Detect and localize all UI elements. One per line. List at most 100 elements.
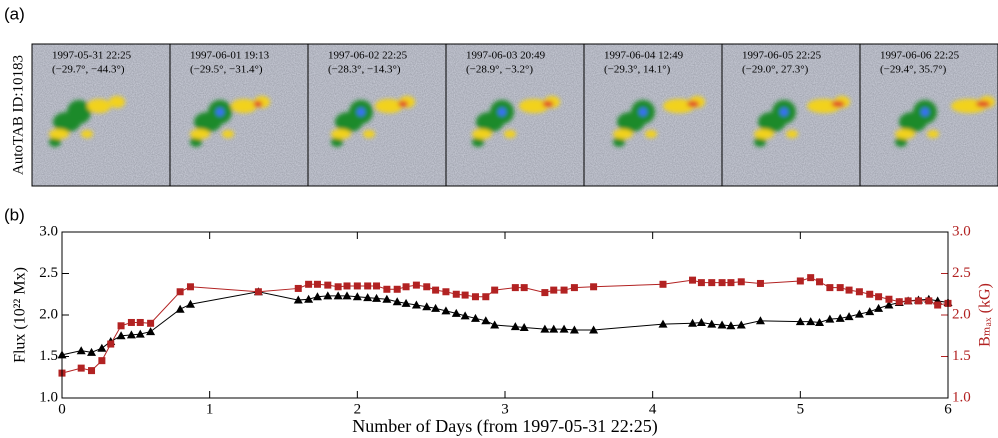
blob: [639, 108, 647, 116]
square-marker: [570, 284, 578, 292]
frame: 1997-06-03 20:49 (−28.9°, −3.2°): [445, 43, 585, 187]
frame-time: 1997-05-31 22:25: [52, 50, 132, 62]
square-marker: [364, 282, 372, 290]
triangle-marker: [540, 324, 550, 333]
blob: [216, 108, 224, 116]
y2-tick-label: 1.0: [952, 389, 971, 405]
frame: 1997-06-02 22:25 (−28.3°, −14.3°): [307, 43, 447, 187]
blob: [519, 99, 549, 113]
triangle-marker: [312, 292, 322, 301]
square-marker: [383, 285, 391, 293]
square-marker: [855, 288, 863, 296]
square-marker: [796, 277, 804, 285]
blob: [472, 137, 484, 147]
square-marker: [807, 274, 815, 282]
triangle-marker: [549, 324, 559, 333]
y-tick-label: 2.0: [39, 306, 58, 322]
triangle-marker: [589, 325, 599, 334]
frame-coords: (−29.0°, 27.3°): [742, 64, 809, 76]
square-marker: [313, 280, 321, 288]
panel-y-label: AutoTAB ID:10183: [10, 55, 26, 175]
triangle-marker: [844, 312, 854, 321]
frame: 1997-06-04 12:49 (−29.3°, 14.1°): [583, 43, 723, 187]
blob: [190, 137, 202, 147]
square-marker: [836, 284, 844, 292]
frame-time: 1997-06-03 20:49: [466, 50, 546, 62]
triangle-marker: [490, 320, 500, 329]
square-marker: [452, 290, 460, 298]
x-tick-label: 0: [58, 401, 66, 417]
square-marker: [550, 286, 558, 294]
triangle-marker: [363, 293, 373, 302]
square-marker: [816, 278, 824, 286]
frame-coords: (−29.4°, 35.7°): [880, 64, 947, 76]
series-line: [61, 277, 949, 374]
square-marker: [541, 289, 549, 297]
triangle-marker: [696, 317, 706, 326]
blob: [921, 108, 929, 116]
square-marker: [866, 290, 874, 298]
square-marker: [560, 286, 568, 294]
frame-texture: [446, 44, 584, 186]
frame-time: 1997-06-01 19:13: [190, 50, 270, 62]
blob: [687, 101, 699, 107]
square-marker: [442, 288, 450, 296]
triangle-marker: [825, 314, 835, 323]
frame-texture: [170, 44, 308, 186]
frame-coords: (−28.3°, −14.3°): [328, 64, 401, 76]
y2-tick-label: 3.0: [952, 223, 971, 239]
plot-frame: [61, 231, 949, 399]
square-marker: [88, 367, 96, 375]
square-marker: [697, 279, 705, 287]
x-tick-label: 4: [649, 401, 657, 417]
square-marker: [689, 276, 697, 284]
square-marker: [590, 283, 598, 291]
triangle-marker: [884, 300, 894, 309]
square-marker: [254, 288, 262, 296]
frame-coords: (−29.7°, −44.3°): [52, 64, 125, 76]
y-tick-label: 3.0: [39, 223, 58, 239]
triangle-marker: [392, 297, 402, 306]
square-marker: [77, 364, 85, 372]
triangle-marker: [736, 320, 746, 329]
square-marker: [127, 318, 135, 326]
blob: [754, 137, 766, 147]
blob: [613, 137, 625, 147]
blob: [49, 137, 61, 147]
square-marker: [520, 284, 528, 292]
x-axis-label: Number of Days (from 1997-05-31 22:25): [352, 416, 657, 437]
triangle-marker: [431, 303, 441, 312]
x-tick-label: 3: [501, 401, 509, 417]
square-marker: [423, 283, 431, 291]
x-tick-label: 1: [206, 401, 214, 417]
blob: [895, 137, 907, 147]
blob: [363, 130, 375, 138]
triangle-marker: [382, 294, 392, 303]
triangle-marker: [726, 321, 736, 330]
triangle-marker: [372, 293, 382, 302]
triangle-marker: [422, 302, 432, 311]
blob: [542, 101, 554, 107]
square-marker: [353, 282, 361, 290]
triangle-marker: [97, 343, 107, 352]
square-marker: [756, 279, 764, 287]
panel-label: (b): [4, 205, 25, 224]
square-marker: [117, 322, 125, 330]
triangle-marker: [126, 330, 136, 339]
triangle-marker: [411, 300, 421, 309]
square-marker: [885, 295, 893, 303]
triangle-marker: [519, 322, 529, 331]
square-marker: [925, 297, 933, 305]
square-marker: [412, 281, 420, 289]
blob: [222, 130, 234, 138]
image-strip: 1997-05-31 22:25 (−29.7°, −44.3°) 1997-06-…: [31, 43, 998, 187]
triangle-marker: [352, 292, 362, 301]
triangle-marker: [815, 317, 825, 326]
y2-tick-label: 2.5: [952, 265, 971, 281]
triangle-marker: [717, 320, 727, 329]
magnetogram-blobs: [49, 96, 125, 147]
triangle-marker: [342, 291, 352, 300]
frame-time: 1997-06-05 22:25: [742, 50, 822, 62]
triangle-marker: [116, 331, 126, 340]
square-marker: [461, 291, 469, 299]
